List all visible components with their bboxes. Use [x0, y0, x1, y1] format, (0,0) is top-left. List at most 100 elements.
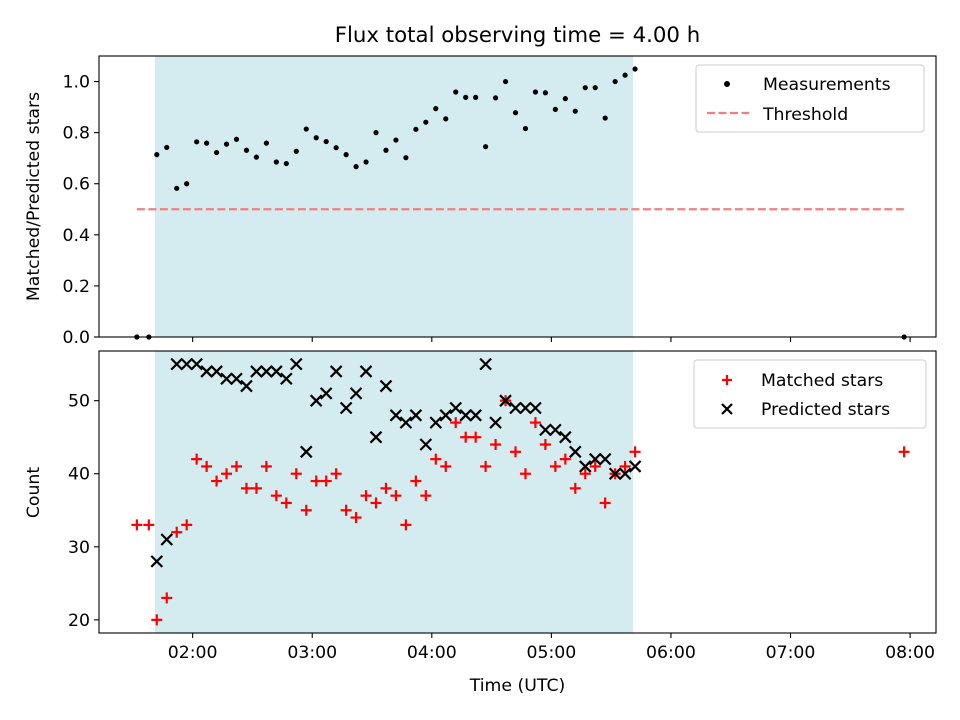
matched-point [529, 417, 541, 429]
measurement-point [502, 78, 509, 85]
predicted-point [379, 379, 393, 393]
predicted-point [389, 409, 403, 422]
matched-point [191, 453, 203, 465]
chart-title: Flux total observing time = 4.00 h [335, 23, 701, 48]
measurement-point [483, 144, 489, 150]
measurement-point [592, 85, 598, 91]
predicted-point [240, 379, 253, 393]
y-tick-label: 50 [68, 392, 90, 412]
matched-point [440, 460, 452, 472]
predicted-point [499, 394, 512, 407]
bottom-legend: Matched stars Predicted stars [693, 359, 927, 429]
matched-point [510, 446, 522, 458]
measurement-point [233, 136, 240, 142]
predicted-point [160, 533, 174, 546]
legend-label-measurements: Measurements [763, 75, 891, 95]
predicted-point [539, 423, 552, 437]
bottom-x-axis-label: Time (UTC) [469, 676, 566, 696]
matched-point [240, 482, 252, 494]
matched-point [460, 431, 472, 443]
measurement-point [243, 147, 250, 153]
matched-point [539, 439, 551, 451]
bottom-plot-marks [131, 357, 910, 626]
matched-point [330, 468, 342, 480]
y-tick-label: 1.0 [63, 73, 90, 93]
measurement-point [333, 145, 339, 151]
legend-label-predicted: Predicted stars [761, 400, 890, 420]
matched-point [430, 453, 442, 465]
matched-point [450, 417, 462, 429]
measurement-point [263, 140, 269, 146]
predicted-point [399, 416, 413, 429]
bottom-plot-frame [98, 350, 937, 634]
predicted-point [200, 365, 213, 378]
top-y-axis-label: Matched/Predicted stars [24, 92, 44, 301]
bottom-x-axis: 02:00 03:00 04:00 05:00 06:00 07:00 08:00 [168, 633, 935, 663]
matched-point [380, 482, 392, 494]
x-tick-label: 02:00 [168, 643, 218, 663]
measurement-point [303, 126, 309, 132]
observing-window-top [154, 56, 634, 337]
measurement-point [582, 85, 588, 91]
legend-marker-predicted [721, 403, 733, 415]
matched-point [131, 519, 143, 531]
y-tick-label: 20 [68, 611, 90, 631]
measurement-point [253, 154, 260, 160]
top-plot-frame [98, 55, 937, 338]
matched-point [480, 460, 492, 472]
bottom-y-axis: 20 30 40 50 [68, 392, 99, 631]
measurement-point [473, 94, 479, 100]
matched-point [151, 614, 163, 626]
measurement-point [383, 147, 389, 153]
measurement-point [612, 78, 618, 85]
measurement-point [532, 89, 539, 95]
matched-point [898, 446, 910, 458]
predicted-point [210, 365, 223, 378]
measurement-point [293, 148, 299, 154]
measurement-point [204, 140, 210, 146]
measurement-point [443, 116, 449, 122]
measurement-point [572, 108, 578, 114]
matched-point [559, 453, 571, 465]
measurement-point [313, 135, 319, 141]
matched-point [400, 519, 412, 531]
matched-point [211, 475, 223, 487]
measurement-point [194, 139, 200, 145]
measurement-point [164, 144, 170, 151]
top-y-axis: 0.0 0.2 0.4 0.6 0.8 1.0 [63, 73, 99, 348]
matched-point [143, 519, 155, 531]
measurement-point [184, 181, 190, 187]
predicted-point [588, 452, 602, 466]
predicted-point [489, 416, 502, 429]
predicted-point [260, 365, 273, 378]
matched-point [161, 592, 173, 604]
predicted-point [409, 409, 423, 422]
measurement-point [273, 159, 279, 165]
predicted-point [509, 401, 522, 415]
matched-point [519, 468, 531, 480]
legend-label-threshold: Threshold [762, 105, 848, 125]
predicted-point [230, 372, 243, 386]
matched-point [629, 446, 641, 458]
matched-point [619, 460, 631, 472]
predicted-point [569, 445, 582, 459]
y-tick-label: 0.6 [63, 175, 90, 195]
x-tick-label: 03:00 [287, 643, 337, 663]
measurement-point [492, 95, 499, 101]
predicted-point [479, 357, 492, 371]
matched-point [370, 497, 382, 509]
measurement-point [622, 72, 628, 78]
matched-point [350, 512, 362, 524]
measurement-point [453, 89, 459, 95]
predicted-point [299, 445, 313, 459]
top-legend: Measurements Threshold [695, 64, 925, 133]
predicted-point [559, 430, 572, 444]
predicted-point [429, 416, 443, 429]
predicted-point [280, 372, 293, 386]
predicted-point [529, 401, 542, 415]
matched-point [420, 490, 432, 502]
matched-point [470, 431, 482, 443]
predicted-point [578, 460, 592, 473]
matched-point [569, 482, 581, 494]
